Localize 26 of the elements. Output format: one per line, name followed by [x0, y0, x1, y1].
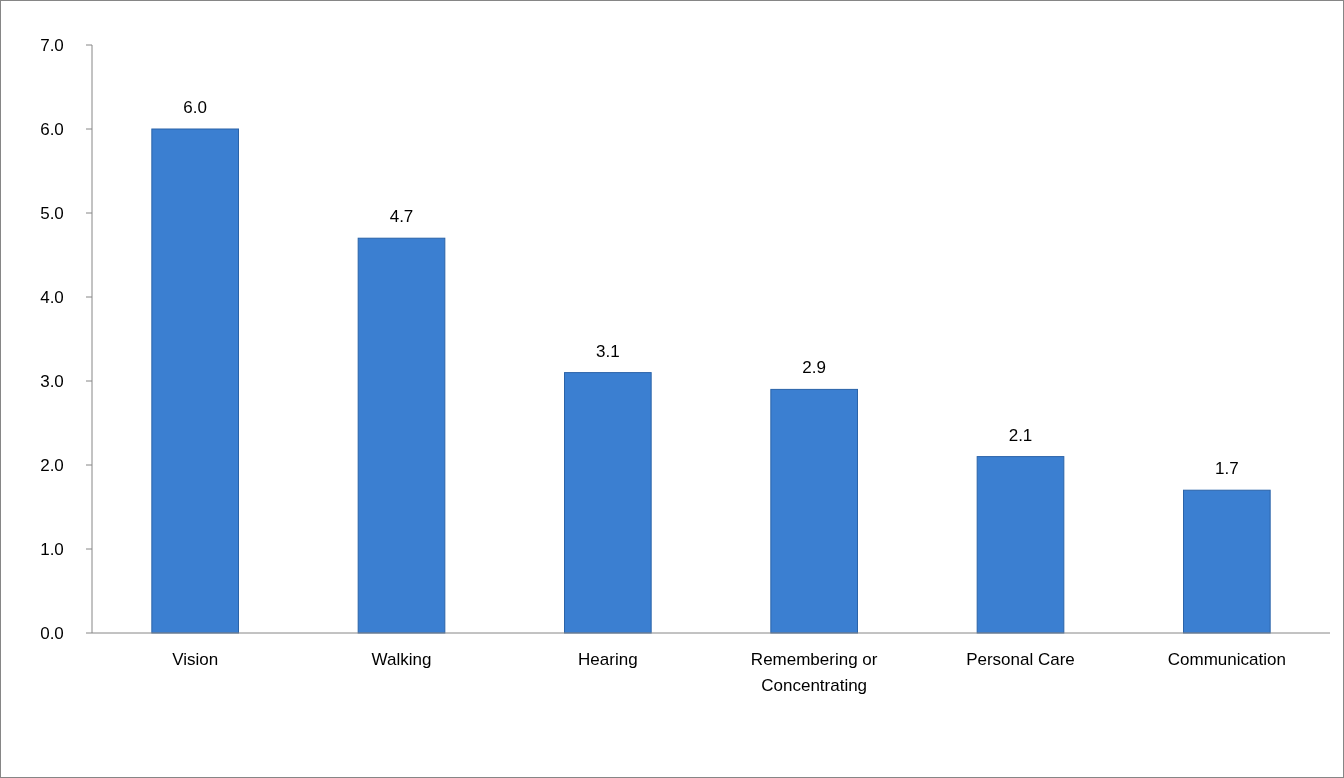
data-label: 4.7: [389, 207, 414, 227]
bar: [770, 388, 858, 634]
y-tick-label: 2.0: [40, 455, 64, 475]
bar: [564, 372, 652, 634]
x-tick-label: Vision: [172, 650, 219, 669]
x-tick-label: Personal Care: [966, 650, 1075, 669]
y-tick-label: 6.0: [40, 119, 64, 139]
x-tick-label: Hearing: [578, 650, 638, 669]
y-tick-label: 0.0: [40, 623, 64, 643]
data-label: 3.1: [596, 341, 620, 361]
data-label: 1.7: [1215, 459, 1239, 479]
bar: [1183, 489, 1271, 634]
data-label: 2.9: [802, 358, 826, 378]
bar: [151, 128, 239, 634]
y-tick-label: 1.0: [40, 539, 64, 559]
data-label: 6.0: [183, 98, 207, 117]
y-tick-label: 3.0: [40, 371, 64, 391]
y-tick-label: 4.0: [40, 287, 64, 307]
y-tick-label: 7.0: [40, 35, 64, 55]
y-tick-label: 5.0: [40, 203, 64, 223]
bar: [976, 456, 1065, 634]
x-tick-label: Remembering or Concentrating: [750, 650, 878, 695]
x-tick-label: Communication: [1167, 650, 1286, 669]
data-label: 2.1: [1008, 425, 1033, 445]
bar: [357, 237, 446, 634]
x-tick-label: Walking: [371, 650, 432, 669]
